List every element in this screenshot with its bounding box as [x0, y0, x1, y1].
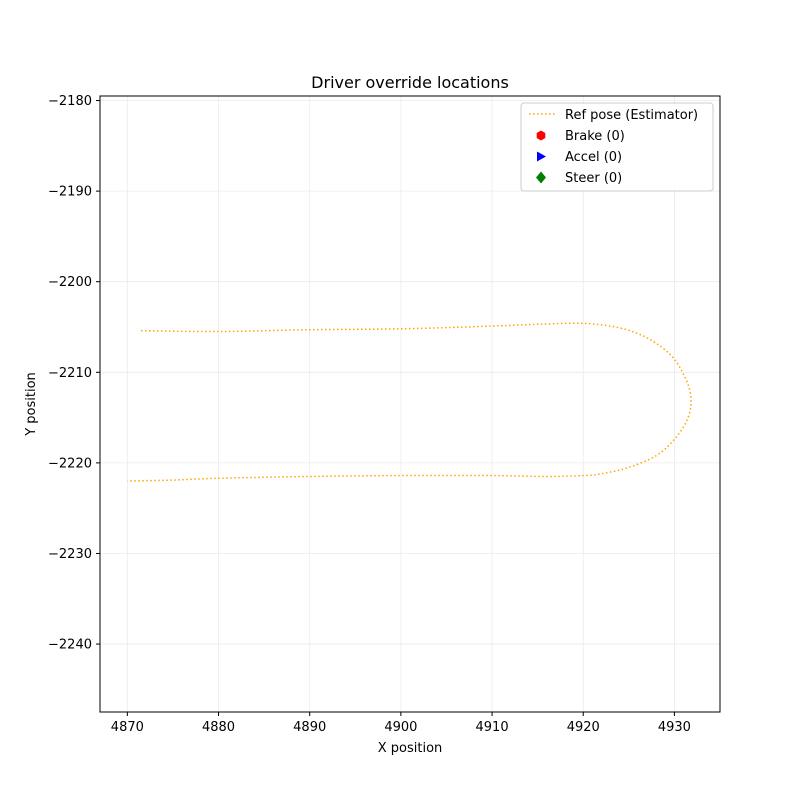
legend-marker-accel [537, 151, 546, 162]
y-axis-label: Y position [24, 372, 39, 437]
legend-box [520, 102, 714, 192]
legend-marker-brake [536, 130, 546, 141]
legend-label-ref-pose: Ref pose (Estimator) [565, 108, 698, 123]
x-tick-label: 4910 [476, 720, 509, 735]
y-tick-label: −2190 [48, 185, 92, 200]
y-tick-label: −2210 [48, 366, 92, 381]
y-tick-label: −2230 [48, 547, 92, 562]
legend: Ref pose (Estimator) Brake (0) Accel (0)… [520, 102, 714, 192]
y-tick-label: −2220 [48, 456, 92, 471]
x-axis-label: X position [378, 741, 443, 756]
y-tick-label: −2200 [48, 275, 92, 290]
x-tick-label: 4890 [293, 720, 326, 735]
x-tick-label: 4900 [384, 720, 417, 735]
x-tick-label: 4880 [202, 720, 235, 735]
x-tick-label: 4930 [658, 720, 691, 735]
tick-layer: 4870 4880 4890 4900 4910 4920 4930 −2180 −2190 −2… [48, 94, 691, 735]
x-tick-label: 4870 [111, 720, 144, 735]
legend-marker-steer [536, 171, 546, 184]
x-tick-label: 4920 [567, 720, 600, 735]
legend-label-steer: Steer (0) [565, 171, 622, 186]
y-tick-label: −2180 [48, 94, 92, 109]
legend-label-brake: Brake (0) [565, 129, 625, 144]
grid-layer [100, 96, 720, 712]
plot-frame [99, 95, 721, 713]
chart-title: Driver override locations [311, 73, 509, 92]
legend-label-accel: Accel (0) [565, 150, 622, 165]
y-tick-label: −2240 [48, 638, 92, 653]
